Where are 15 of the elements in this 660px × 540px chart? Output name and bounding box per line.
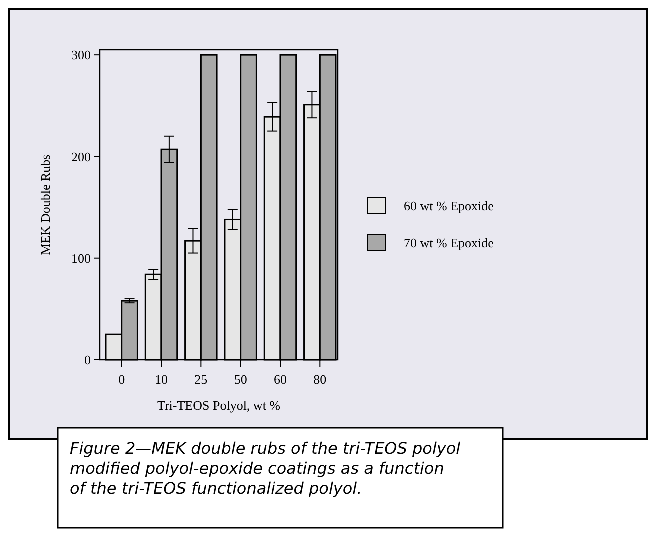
x-tick-label: 80: [314, 372, 327, 387]
x-tick-label: 60: [274, 372, 287, 387]
x-tick-label: 10: [155, 372, 168, 387]
y-tick-label: 200: [72, 149, 91, 164]
y-tick-label: 100: [72, 250, 91, 266]
legend-label: 60 wt % Epoxide: [404, 198, 494, 214]
x-tick-label: 0: [118, 372, 126, 387]
x-tick-label: 25: [194, 372, 208, 387]
y-axis-title: MEK Double Rubs: [38, 154, 53, 256]
legend-label: 70 wt % Epoxide: [404, 236, 494, 251]
x-axis-title: Tri-TEOS Polyol, wt %: [157, 398, 281, 413]
y-tick-label: 0: [84, 352, 91, 368]
x-tick-label: 50: [234, 372, 248, 387]
caption: Figure 2—MEK double rubs of the tri-TEOS polyol modified polyol-epoxide coatings as a function of the tri-TEOS functionalized polyol.: [70, 439, 462, 498]
y-tick-label: 300: [72, 48, 91, 63]
